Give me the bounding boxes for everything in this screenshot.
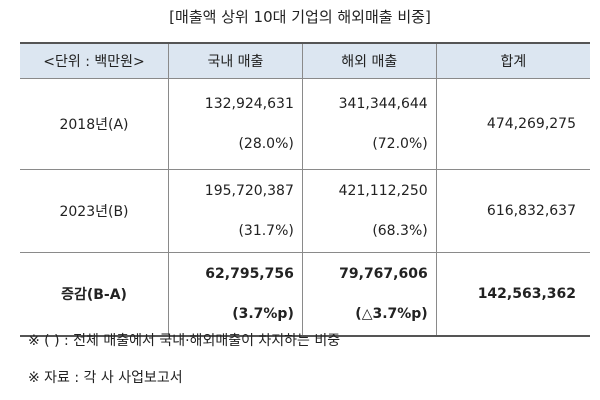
header-cell: 합계	[435, 42, 590, 79]
note: ※ 자료 : 각 사 사업보고서	[28, 370, 183, 386]
amount-cell: 341,344,644 (72.0%)	[301, 78, 437, 170]
header-cell: <단위 : 백만원>	[20, 42, 169, 79]
amount: 195,720,387	[204, 183, 294, 199]
amount-cell: 62,795,756 (3.7%p)	[168, 252, 303, 337]
share: (3.7%p)	[232, 306, 294, 322]
amount-cell: 79,767,606 (△3.7%p)	[301, 252, 437, 337]
amount: 341,344,644	[338, 96, 428, 112]
data-row: 2018년(A) 132,924,631 (28.0%) 341,344,644 (72…	[20, 78, 590, 170]
amount: 79,767,606	[339, 266, 428, 282]
header-cell: 해외 매출	[301, 42, 437, 79]
total: 474,269,275	[435, 78, 590, 170]
amount-cell: 421,112,250 (68.3%)	[301, 169, 437, 253]
amount-cell: 132,924,631 (28.0%)	[168, 78, 303, 170]
share: (31.7%)	[238, 223, 294, 239]
amount: 132,924,631	[204, 96, 294, 112]
share: (68.3%)	[372, 223, 428, 239]
sales-table: <단위 : 백만원> 국내 매출 해외 매출 합계 2018년(A) 132,92…	[20, 42, 590, 337]
row-label: 2018년(A)	[20, 78, 169, 170]
share: (△3.7%p)	[355, 306, 428, 322]
title: [매출액 상위 10대 기업의 해외매출 비중]	[169, 8, 431, 26]
note: ※ ( ) : 전체 매출에서 국내·해외매출이 차지하는 비중	[28, 333, 341, 349]
total: 142,563,362	[435, 252, 590, 337]
amount: 62,795,756	[205, 266, 294, 282]
amount: 421,112,250	[338, 183, 428, 199]
share: (72.0%)	[372, 136, 428, 152]
header-row: <단위 : 백만원> 국내 매출 해외 매출 합계	[20, 42, 590, 79]
share: (28.0%)	[238, 136, 294, 152]
row-label: 증감(B-A)	[20, 252, 169, 337]
data-row: 증감(B-A) 62,795,756 (3.7%p) 79,767,606 (△3.7%…	[20, 252, 590, 337]
amount-cell: 195,720,387 (31.7%)	[168, 169, 303, 253]
row-label: 2023년(B)	[20, 169, 169, 253]
header-cell: 국내 매출	[168, 42, 303, 79]
data-row: 2023년(B) 195,720,387 (31.7%) 421,112,250 (68…	[20, 169, 590, 253]
total: 616,832,637	[435, 169, 590, 253]
